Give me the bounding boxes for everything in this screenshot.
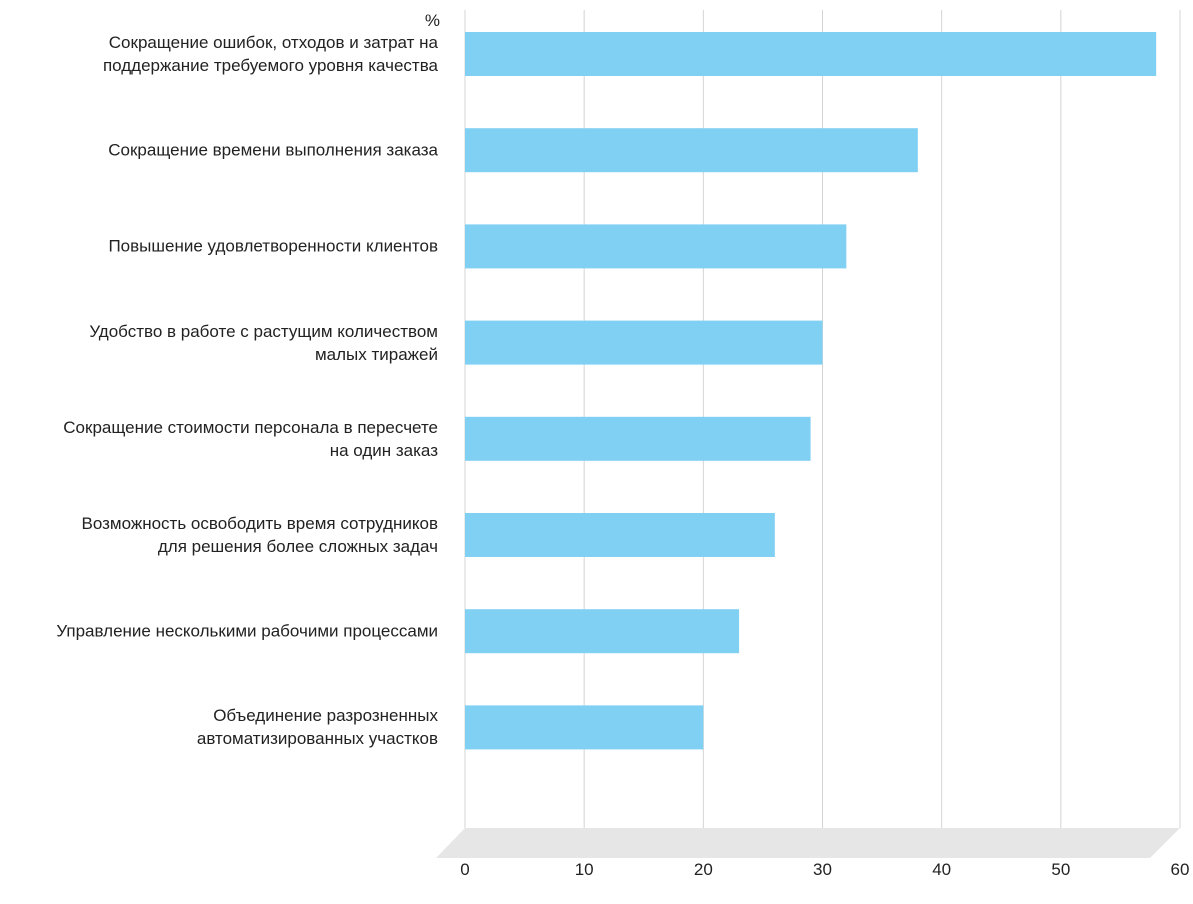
- x-tick-label: 0: [460, 860, 469, 879]
- category-label: Сокращение ошибок, отходов и затрат на п…: [102, 33, 438, 75]
- x-tick-label: 60: [1171, 860, 1190, 879]
- bar: [465, 513, 775, 557]
- bar: [465, 32, 1157, 76]
- axis-floor: [436, 828, 1180, 858]
- category-label: Повышение удовлетворенности клиентов: [108, 236, 438, 256]
- x-tick-label: 20: [694, 860, 713, 879]
- x-tick-label: 50: [1051, 860, 1070, 879]
- category-label: Удобство в работе с растущим количеством…: [89, 321, 438, 364]
- bar: [465, 705, 704, 750]
- category-label: Управление несколькими рабочими процесса…: [56, 621, 438, 641]
- bar: [465, 128, 918, 173]
- category-label: Сокращение стоимости персонала в пересче…: [63, 417, 438, 460]
- unit-label: %: [425, 11, 440, 30]
- x-tick-label: 30: [813, 860, 832, 879]
- category-label: Сокращение времени выполнения заказа: [108, 140, 438, 160]
- x-tick-label: 10: [575, 860, 594, 879]
- bar: [465, 320, 823, 365]
- bar: [465, 416, 811, 461]
- bar: [465, 609, 740, 654]
- x-tick-label: 40: [932, 860, 951, 879]
- bar: [465, 224, 847, 269]
- category-label: Возможность освободить время сотрудников…: [81, 514, 438, 556]
- category-label: Объединение разрозненных автоматизирован…: [196, 706, 438, 749]
